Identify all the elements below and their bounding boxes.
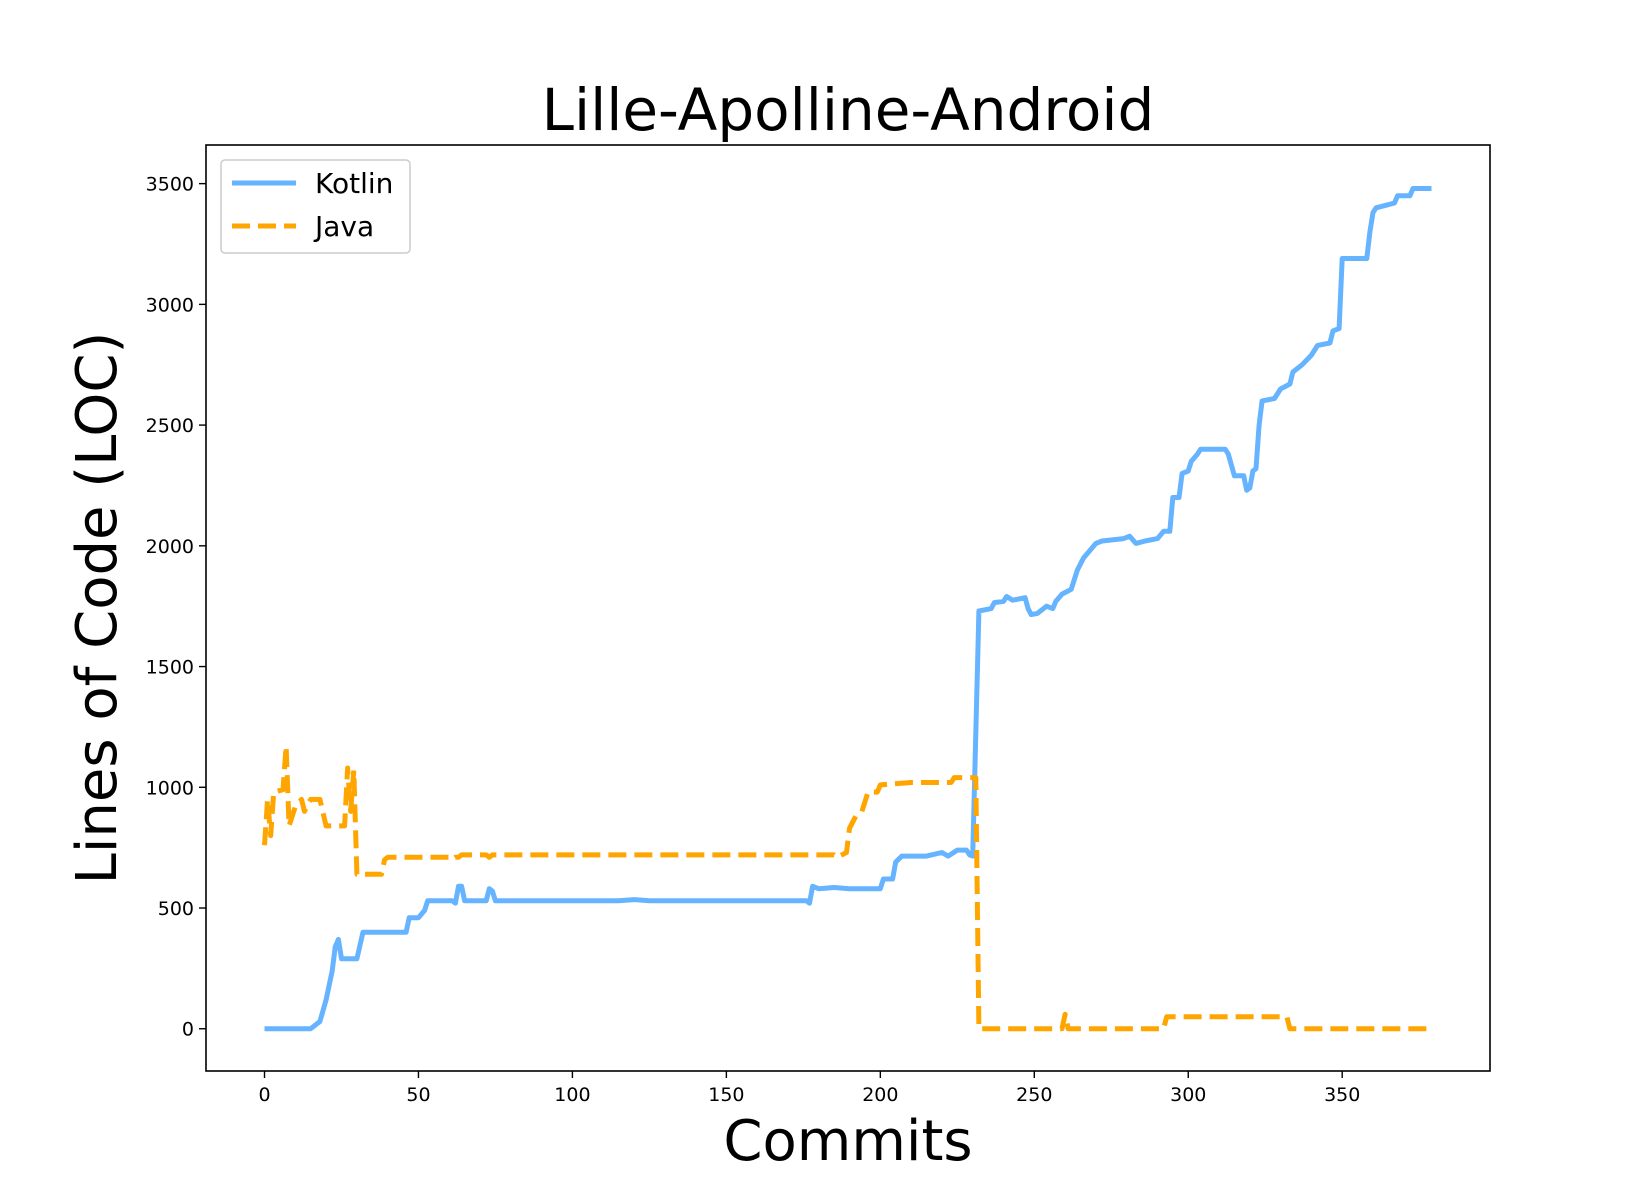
y-tick-label: 1000: [146, 777, 194, 799]
plot-area: [262, 186, 1432, 1032]
axis-ticks: 0 50 100 150 200 250 300 3500500100015002000250…: [146, 174, 1361, 1106]
x-tick-label: 0: [258, 1084, 270, 1106]
y-tick-label: 3000: [146, 294, 194, 316]
y-tick-label: 500: [158, 898, 194, 920]
x-tick-label: 100: [554, 1084, 590, 1106]
y-tick-label: 2500: [146, 415, 194, 437]
x-tick-label: 150: [708, 1084, 744, 1106]
x-tick-label: 300: [1170, 1084, 1206, 1106]
y-tick-label: 1500: [146, 657, 194, 679]
y-tick-label: 2000: [146, 536, 194, 558]
x-axis-title: Commits: [723, 1109, 972, 1174]
y-axis-title: Lines of Code (LOC): [65, 332, 130, 885]
x-tick-label: 350: [1324, 1084, 1360, 1106]
series-line-kotlin: [264, 186, 1432, 1032]
plot-frame: [205, 144, 1491, 1072]
y-tick-label: 0: [182, 1019, 194, 1041]
legend: Kotlin Java: [220, 159, 411, 254]
legend-label-kotlin: Kotlin: [315, 167, 393, 200]
x-tick-label: 50: [406, 1084, 430, 1106]
x-tick-label: 250: [1016, 1084, 1052, 1106]
legend-label-java: Java: [313, 210, 374, 243]
series-line-java: [262, 743, 1432, 1032]
chart-title: Lille-Apolline-Android: [542, 76, 1155, 144]
y-tick-label: 3500: [146, 174, 194, 196]
x-tick-label: 200: [862, 1084, 898, 1106]
